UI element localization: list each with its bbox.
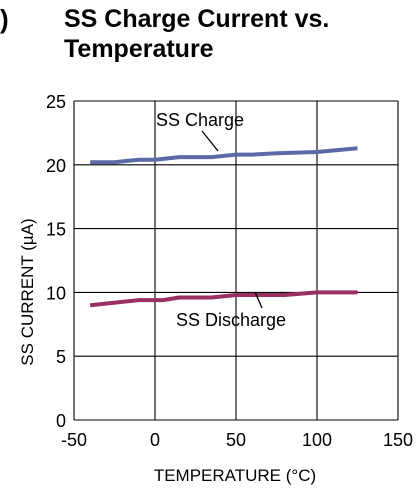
x-tick-label: 0 (150, 430, 160, 450)
y-tick-label: 10 (46, 283, 66, 303)
x-tick-label: 100 (302, 430, 332, 450)
chart-title: SS Charge Current vs. Temperature (64, 4, 329, 64)
chart-title-line-1: SS Charge Current vs. (64, 5, 330, 33)
x-tick-label: 50 (226, 430, 246, 450)
ss-charge-leader-line (201, 130, 219, 152)
y-tick-label: 0 (56, 411, 66, 431)
ss-discharge-series-line (89, 290, 358, 308)
x-axis-label: TEMPERATURE (°C) (154, 466, 316, 485)
ss-discharge-label: SS Discharge (176, 310, 286, 330)
left-fragment-mark: ) (0, 4, 9, 34)
x-tick-label: -50 (61, 430, 87, 450)
y-tick-label: 20 (46, 156, 66, 176)
y-tick-label: 15 (46, 220, 66, 240)
y-tick-label: 5 (56, 347, 66, 367)
chart-title-line-2: Temperature (64, 35, 214, 63)
grid (73, 100, 399, 421)
y-tick-label: 25 (46, 92, 66, 112)
y-axis-label: SS CURRENT (µA) (18, 218, 37, 365)
series-lines (89, 146, 358, 308)
x-tick-label: 150 (383, 430, 413, 450)
ss-charge-label: SS Charge (156, 110, 244, 130)
ss-charge-series-line (90, 146, 358, 165)
ss-discharge-leader-line (254, 291, 263, 309)
